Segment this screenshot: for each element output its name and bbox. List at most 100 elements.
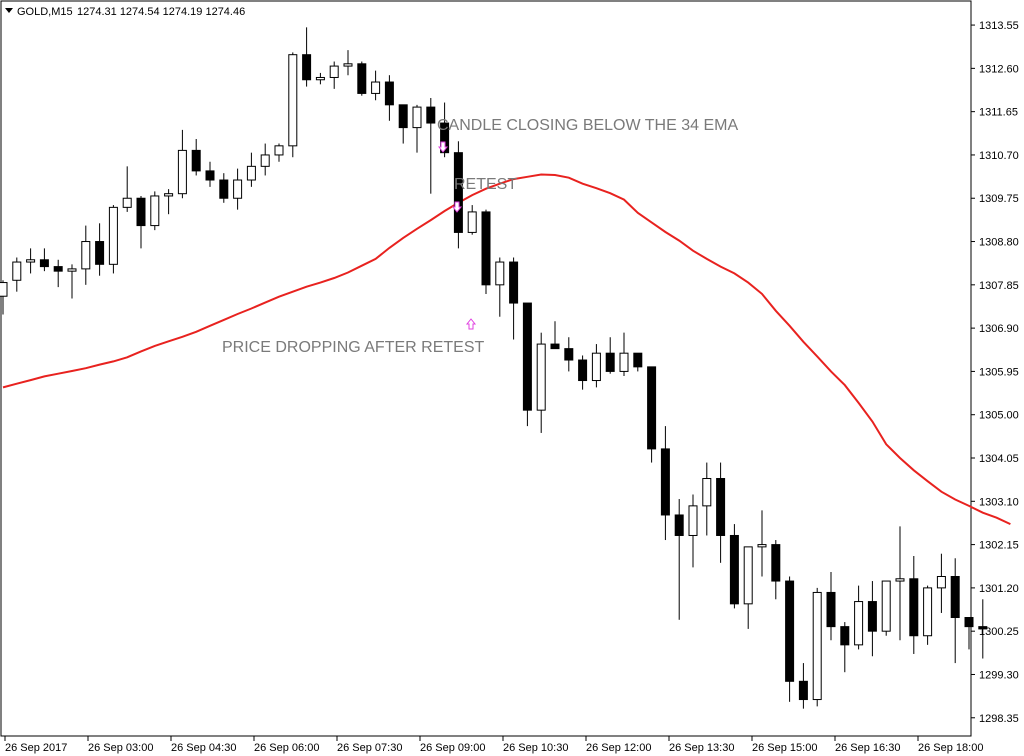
candle-body-bear bbox=[509, 261, 519, 304]
candle-body-bear bbox=[771, 544, 781, 582]
candle bbox=[867, 581, 877, 657]
candle bbox=[757, 510, 767, 577]
y-tick-label: 1299.30 bbox=[979, 669, 1019, 681]
candle-body-bull bbox=[743, 546, 753, 605]
candle-body-bear bbox=[550, 343, 560, 350]
candle-body-bull bbox=[343, 63, 353, 67]
y-tick-label: 1300.25 bbox=[979, 626, 1019, 638]
candle-body-bear bbox=[453, 152, 463, 233]
y-tick-label: 1309.75 bbox=[979, 193, 1019, 205]
candle-body-bull bbox=[0, 282, 8, 297]
candle bbox=[522, 302, 532, 427]
candle bbox=[288, 52, 298, 158]
candle-body-bull bbox=[757, 544, 767, 548]
candle-body-bear bbox=[633, 352, 643, 368]
candle-body-bull bbox=[412, 106, 422, 129]
y-tick-label: 1311.65 bbox=[979, 107, 1018, 119]
candle-body-bull bbox=[164, 193, 174, 197]
x-tick-label: 26 Sep 09:00 bbox=[420, 742, 485, 754]
candle-body-bull bbox=[12, 261, 22, 281]
x-axis: 26 Sep 2017 26 Sep 03:00 26 Sep 04:30 26 Se… bbox=[4, 736, 983, 754]
down-arrow-icon bbox=[437, 141, 449, 153]
candle bbox=[67, 264, 77, 299]
candle-body-bear bbox=[302, 54, 312, 81]
candle bbox=[343, 50, 353, 76]
candle bbox=[233, 168, 243, 210]
chart-header: GOLD,M15 1274.31 1274.54 1274.19 1274.46 bbox=[5, 6, 245, 18]
candle-body-bull bbox=[260, 154, 270, 167]
candle bbox=[164, 189, 174, 215]
candle bbox=[260, 143, 270, 176]
y-tick-label: 1308.80 bbox=[979, 237, 1019, 249]
candle-body-bear bbox=[205, 170, 215, 181]
candle-body-bull bbox=[122, 197, 132, 208]
dropdown-triangle-icon[interactable] bbox=[5, 8, 13, 13]
ema-34-line bbox=[2, 173, 1011, 526]
y-tick-label: 1307.85 bbox=[979, 280, 1019, 292]
candle bbox=[12, 257, 22, 292]
x-tick-label: 26 Sep 2017 bbox=[5, 742, 67, 754]
candle-body-bear bbox=[564, 348, 574, 361]
candle-body-bull bbox=[371, 81, 381, 94]
candle-body-bear bbox=[798, 680, 808, 701]
y-tick-label: 1313.55 bbox=[979, 20, 1019, 32]
candle bbox=[936, 553, 946, 613]
candle-body-bull bbox=[246, 165, 256, 181]
candle-body-bear bbox=[136, 197, 146, 227]
candle bbox=[191, 138, 201, 176]
arrows bbox=[437, 141, 477, 330]
candle bbox=[398, 104, 408, 144]
candle bbox=[412, 104, 422, 153]
candle bbox=[315, 72, 325, 85]
candle bbox=[509, 257, 519, 340]
annotation-candle-closing: CANDLE CLOSING BELOW THE 34 EMA bbox=[437, 117, 738, 134]
candle-body-bull bbox=[619, 352, 629, 372]
candle bbox=[743, 546, 753, 629]
x-tick-label: 26 Sep 15:00 bbox=[752, 742, 817, 754]
candle bbox=[177, 129, 187, 199]
candle-body-bear bbox=[950, 575, 960, 619]
candle bbox=[205, 161, 215, 187]
candle-body-bull bbox=[274, 145, 284, 156]
y-tick-label: 1305.95 bbox=[979, 366, 1019, 378]
candle bbox=[633, 352, 643, 372]
y-tick-label: 1305.00 bbox=[979, 410, 1019, 422]
candle-body-bull bbox=[812, 591, 822, 701]
candle bbox=[136, 195, 146, 249]
candle bbox=[371, 70, 381, 101]
y-axis: 1313.55 1312.60 1311.65 1310.70 1309.75 1308.… bbox=[971, 20, 1019, 725]
candle bbox=[384, 75, 394, 121]
candle-body-bull bbox=[150, 195, 160, 227]
candle-body-bear bbox=[191, 149, 201, 172]
candle-body-bear bbox=[826, 591, 836, 628]
candle-body-bull bbox=[26, 259, 36, 263]
candle bbox=[978, 599, 988, 659]
y-tick-label: 1301.20 bbox=[979, 583, 1019, 595]
candle bbox=[246, 152, 256, 187]
candle-body-bull bbox=[591, 352, 601, 382]
candle bbox=[785, 576, 795, 702]
candle-body-bull bbox=[177, 149, 187, 195]
candle bbox=[426, 97, 436, 194]
x-tick-label: 26 Sep 03:00 bbox=[88, 742, 153, 754]
x-tick-label: 26 Sep 16:30 bbox=[835, 742, 900, 754]
candle-body-bear bbox=[729, 534, 739, 605]
x-tick-label: 26 Sep 04:30 bbox=[171, 742, 236, 754]
x-tick-label: 26 Sep 18:00 bbox=[918, 742, 983, 754]
candle bbox=[854, 585, 864, 650]
down-arrow-icon bbox=[451, 201, 463, 213]
candle-body-bear bbox=[909, 578, 919, 637]
candle bbox=[219, 173, 229, 203]
candle bbox=[688, 494, 698, 568]
candle bbox=[495, 257, 505, 317]
candle-body-bear bbox=[384, 81, 394, 106]
candle bbox=[826, 571, 836, 641]
candle-body-bear bbox=[95, 241, 105, 265]
ohlc-values: 1274.31 1274.54 1274.19 1274.46 bbox=[77, 6, 245, 18]
candle-body-bear bbox=[219, 179, 229, 199]
candle bbox=[729, 524, 739, 609]
candle bbox=[122, 166, 132, 212]
candle-body-bear bbox=[964, 617, 974, 628]
